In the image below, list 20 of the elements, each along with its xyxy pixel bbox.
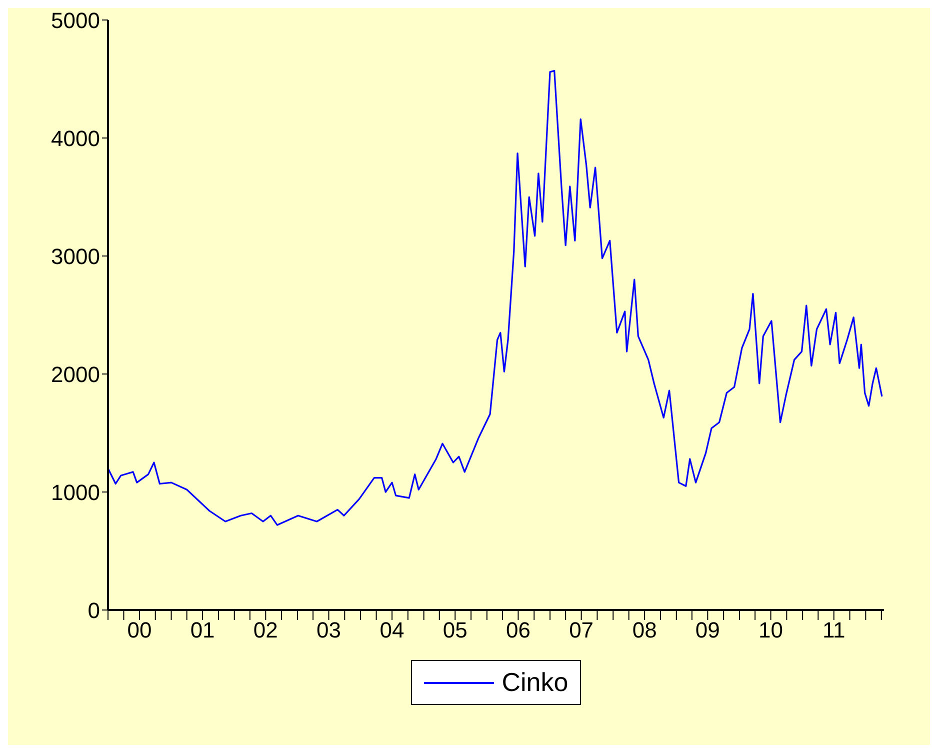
- line-series: [108, 70, 883, 526]
- y-tick-label: 4000: [51, 126, 100, 151]
- x-tick-label: 09: [695, 618, 720, 643]
- x-tick-label: 08: [632, 618, 657, 643]
- x-tick-label: 03: [316, 618, 341, 643]
- x-tick-label: 11: [822, 618, 846, 643]
- x-tick-label: 00: [127, 618, 152, 643]
- x-tick-label: 06: [506, 618, 530, 643]
- y-tick-label: 1000: [51, 480, 100, 505]
- y-tick-label: 5000: [51, 8, 100, 33]
- x-tick-label: 10: [758, 618, 784, 643]
- x-tick-label: 02: [253, 618, 278, 643]
- y-tick-label: 3000: [51, 244, 100, 269]
- y-tick-label: 0: [88, 598, 100, 623]
- x-tick-label: 04: [380, 618, 404, 643]
- x-tick-label: 07: [569, 618, 594, 643]
- x-tick-label: 01: [190, 618, 215, 643]
- y-tick-label: 2000: [51, 362, 100, 387]
- legend-label: Cinko: [502, 667, 568, 698]
- x-tick-label: 05: [442, 618, 468, 643]
